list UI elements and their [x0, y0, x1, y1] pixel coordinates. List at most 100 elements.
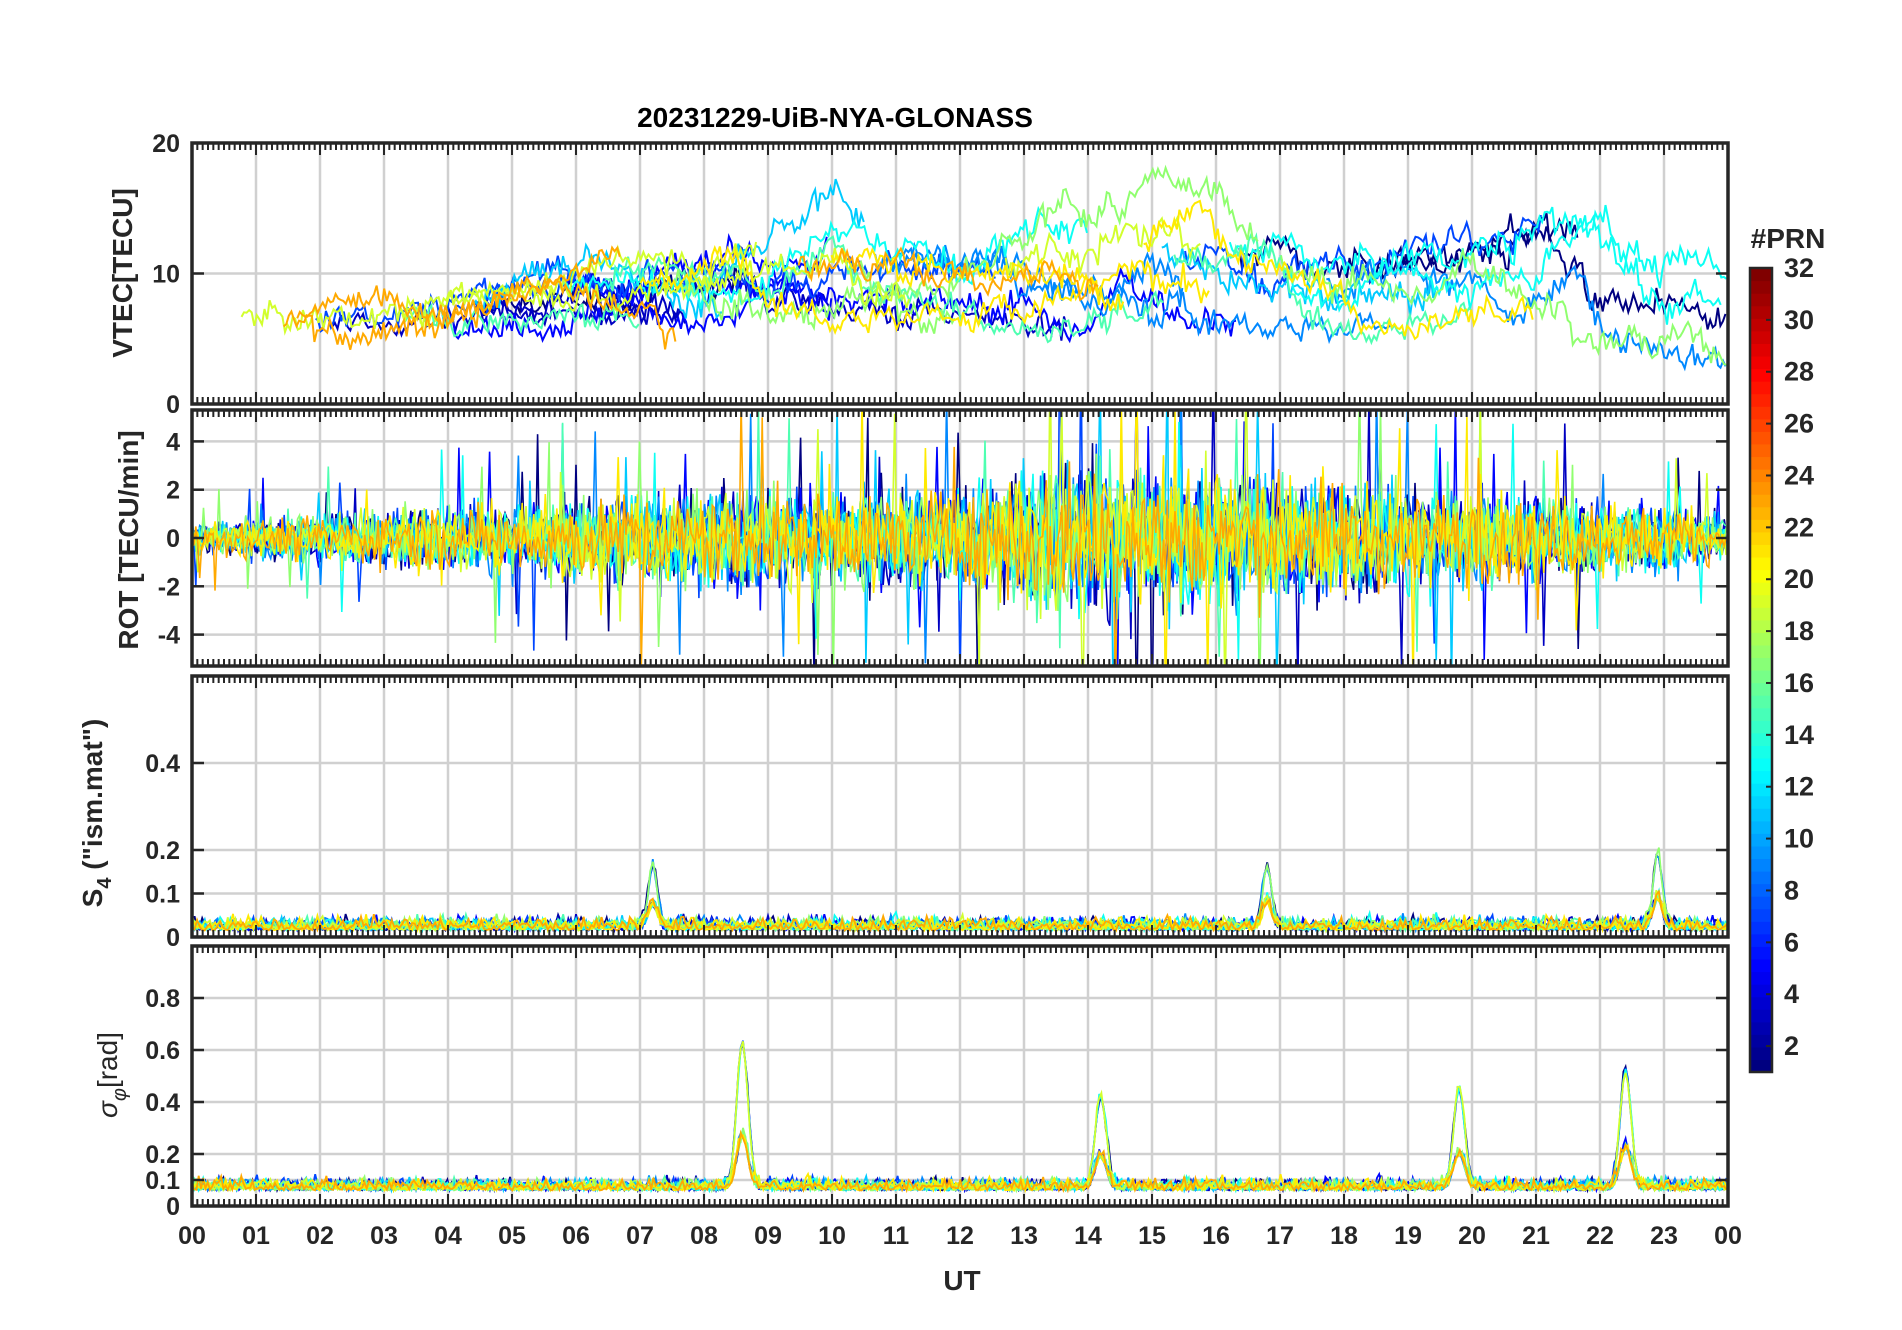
- colorbar-segment: [1750, 996, 1772, 1010]
- y-tick-label: 0.1: [145, 881, 180, 909]
- y-tick-label: 0.2: [145, 1141, 180, 1169]
- vtec-ylabel: VTEC[TECU]: [107, 188, 138, 358]
- s4-ylabel: S4 ("ism.mat"): [77, 719, 116, 908]
- colorbar-segment: [1750, 632, 1772, 646]
- series-line: [639, 245, 1210, 335]
- series-line: [1004, 215, 1201, 281]
- sigma-phi-panel: 00.10.2 0.4 0.6 0.8 00 01 02 03 04 05 06 07 08 09 10 11…: [145, 944, 1742, 1250]
- series-line: [1143, 199, 1534, 341]
- colorbar-segment: [1750, 619, 1772, 633]
- colorbar-segment: [1750, 883, 1772, 897]
- x-tick-label: 22: [1586, 1222, 1614, 1250]
- x-tick-label: 03: [370, 1222, 398, 1250]
- colorbar-tick-label: 26: [1784, 409, 1814, 439]
- colorbar-segment: [1750, 582, 1772, 596]
- x-tick-label: 14: [1074, 1222, 1102, 1250]
- x-tick-label: 20: [1458, 1222, 1486, 1250]
- colorbar-segment: [1750, 720, 1772, 734]
- colorbar-segment: [1750, 971, 1772, 985]
- colorbar-segment: [1750, 418, 1772, 432]
- x-tick-label: 04: [434, 1222, 462, 1250]
- colorbar-segment: [1750, 1009, 1772, 1023]
- colorbar-segment: [1750, 330, 1772, 344]
- colorbar-segment: [1750, 820, 1772, 834]
- series-line: [192, 410, 1727, 666]
- colorbar-tick-label: 32: [1784, 253, 1814, 283]
- y-tick-label: 0.6: [145, 1037, 180, 1065]
- y-tick-label: 0: [166, 525, 180, 553]
- series-line: [1279, 204, 1722, 325]
- y-tick-label: 0.4: [145, 1089, 180, 1117]
- series-line: [674, 269, 956, 334]
- colorbar-segment: [1750, 569, 1772, 583]
- colorbar-tick-label: 20: [1784, 564, 1814, 594]
- colorbar-segment: [1750, 305, 1772, 319]
- colorbar-segment: [1750, 682, 1772, 696]
- x-tick-label: 18: [1330, 1222, 1358, 1250]
- colorbar-tick-label: 16: [1784, 668, 1814, 698]
- series-line: [283, 274, 677, 350]
- y-tick-label: 0: [166, 391, 180, 419]
- colorbar-segment: [1750, 896, 1772, 910]
- y-tick-label: 0.4: [145, 750, 180, 778]
- colorbar-tick-label: 12: [1784, 772, 1814, 802]
- s4-ylabel-sub: 4: [94, 877, 116, 889]
- colorbar-tick-label: 28: [1784, 357, 1814, 387]
- colorbar-tick-label: 6: [1784, 927, 1799, 957]
- colorbar-tick-label: 22: [1784, 512, 1814, 542]
- series-line: [707, 266, 1237, 344]
- chart-title: 20231229-UiB-NYA-GLONASS: [637, 102, 1033, 133]
- colorbar-tick-label: 10: [1784, 824, 1814, 854]
- colorbar-segment: [1750, 644, 1772, 659]
- series-line: [852, 164, 1259, 303]
- x-tick-label: 09: [754, 1222, 782, 1250]
- colorbar-segment: [1750, 556, 1772, 571]
- colorbar-segment: [1750, 695, 1772, 709]
- x-tick-label: 05: [498, 1222, 526, 1250]
- colorbar-segment: [1750, 280, 1772, 294]
- colorbar-tick-label: 30: [1784, 305, 1814, 335]
- colorbar-segment: [1750, 707, 1772, 721]
- y-tick-label: -4: [158, 622, 180, 650]
- series-line: [797, 246, 1099, 302]
- series-line: [401, 247, 910, 329]
- colorbar-segment: [1750, 908, 1772, 922]
- colorbar-segment: [1750, 355, 1772, 370]
- x-tick-label: 06: [562, 1222, 590, 1250]
- x-axis-label: UT: [943, 1265, 980, 1296]
- colorbar-segment: [1750, 845, 1772, 860]
- x-tick-label: 16: [1202, 1222, 1230, 1250]
- colorbar-segment: [1750, 393, 1772, 407]
- colorbar-segment: [1750, 757, 1772, 772]
- colorbar-label: #PRN: [1751, 223, 1826, 254]
- colorbar-segment: [1750, 770, 1772, 784]
- colorbar-tick-label: 2: [1784, 1031, 1799, 1061]
- y-tick-label: 2: [166, 477, 180, 505]
- x-tick-label: 02: [306, 1222, 334, 1250]
- s4-ylabel-tail: ("ism.mat"): [77, 719, 108, 878]
- series-line: [192, 410, 1727, 666]
- x-tick-label: 01: [242, 1222, 270, 1250]
- colorbar-segment: [1750, 431, 1772, 445]
- colorbar-segment: [1750, 406, 1772, 420]
- colorbar-segment: [1750, 456, 1772, 470]
- colorbar-frame: [1748, 266, 1774, 1074]
- rot-ylabel: ROT [TECU/min]: [113, 430, 144, 649]
- series-line: [830, 247, 1125, 312]
- y-tick-label: 4: [166, 428, 180, 456]
- colorbar-tick-label: 14: [1784, 720, 1814, 750]
- colorbar-tick-label: 8: [1784, 875, 1799, 905]
- x-tick-label: 17: [1266, 1222, 1294, 1250]
- colorbar-segment: [1750, 318, 1772, 332]
- x-tick-label: 10: [818, 1222, 846, 1250]
- x-tick-label: 19: [1394, 1222, 1422, 1250]
- y-tick-label: 10: [152, 261, 180, 289]
- sigma-ylabel-sub: φ: [109, 1088, 131, 1101]
- colorbar-segment: [1750, 984, 1772, 998]
- x-tick-label: 21: [1522, 1222, 1550, 1250]
- series-line: [192, 1129, 1728, 1194]
- series-line: [240, 241, 757, 336]
- colorbar-segment: [1750, 368, 1772, 382]
